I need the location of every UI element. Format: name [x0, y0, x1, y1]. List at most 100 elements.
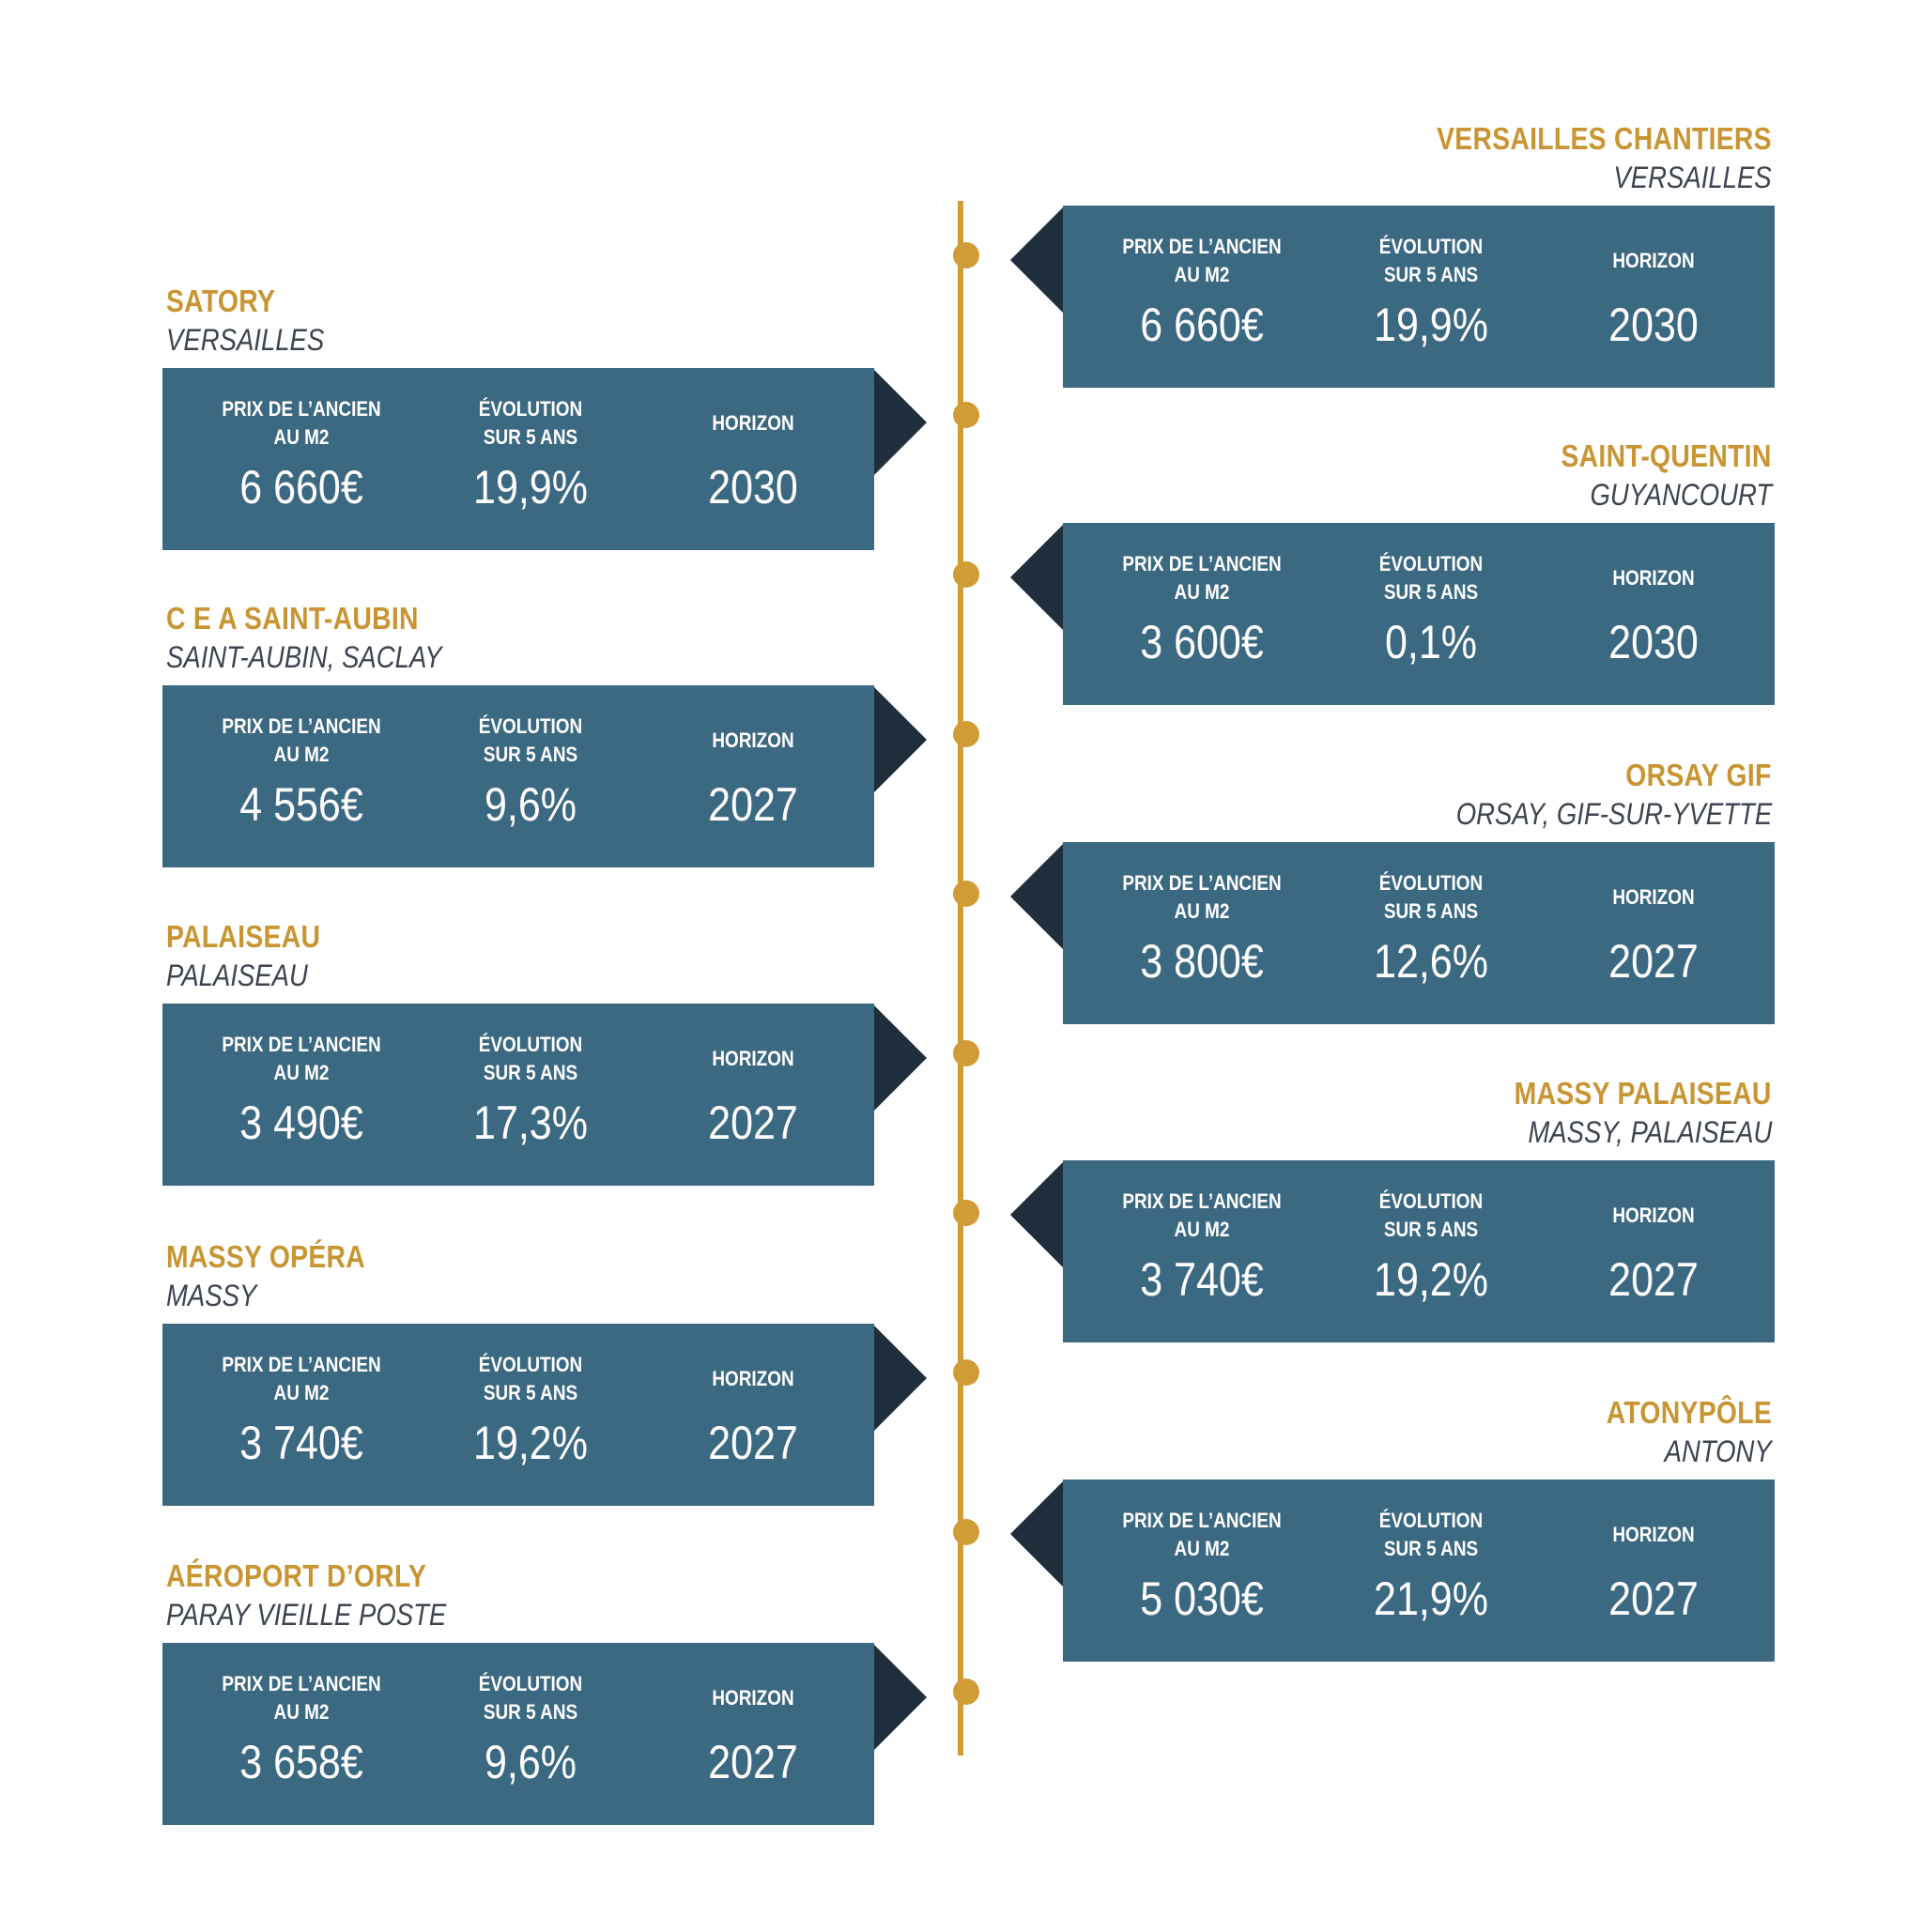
arrow-left-icon: [1010, 1162, 1063, 1267]
stat-label-horizon: HORIZON: [712, 411, 794, 435]
stat-value-evolution: 19,2%: [1374, 1253, 1488, 1306]
stat-column-price: PRIX DE L’ANCIEN AU M2 3 658€: [184, 1643, 419, 1825]
stat-value-price: 3 600€: [1140, 616, 1264, 668]
stat-label-evolution: ÉVOLUTION SUR 5 ANS: [1378, 871, 1484, 923]
station-city: VERSAILLES: [166, 323, 325, 357]
station-city: PARAY VIEILLE POSTE: [166, 1598, 447, 1632]
stat-column-horizon: HORIZON 2027: [636, 1643, 870, 1825]
station-name: PALAISEAU: [166, 919, 321, 954]
station-card: PRIX DE L’ANCIEN AU M2 3 800€ ÉVOLUTION SU…: [1063, 842, 1775, 1024]
station-name: ATONYPÔLE: [1606, 1395, 1772, 1430]
stat-value-price: 6 660€: [239, 461, 363, 514]
stat-column-price: PRIX DE L’ANCIEN AU M2 6 660€: [1085, 206, 1319, 388]
stat-column-price: PRIX DE L’ANCIEN AU M2 3 490€: [184, 1004, 419, 1186]
stat-value-evolution: 17,3%: [473, 1096, 588, 1149]
arrow-right-icon: [874, 1005, 927, 1111]
stat-value-horizon: 2027: [1608, 1572, 1699, 1625]
station-city: VERSAILLES: [1613, 161, 1772, 194]
stat-column-horizon: HORIZON 2027: [1536, 1480, 1771, 1662]
stat-value-horizon: 2027: [1608, 935, 1699, 988]
stat-column-horizon: HORIZON 2027: [636, 685, 870, 867]
stat-label-price: PRIX DE L’ANCIEN AU M2: [1122, 235, 1282, 286]
stat-value-horizon: 2027: [708, 1096, 798, 1149]
arrow-right-icon: [874, 1645, 927, 1750]
stat-label-price: PRIX DE L’ANCIEN AU M2: [222, 1033, 381, 1084]
station-name: SATORY: [166, 284, 276, 318]
stat-value-price: 6 660€: [1140, 299, 1264, 351]
station-card: PRIX DE L’ANCIEN AU M2 3 740€ ÉVOLUTION SU…: [1063, 1160, 1775, 1342]
stat-label-evolution: ÉVOLUTION SUR 5 ANS: [478, 714, 583, 766]
stat-value-evolution: 12,6%: [1374, 935, 1488, 988]
stat-label-evolution: ÉVOLUTION SUR 5 ANS: [1378, 1189, 1484, 1241]
stat-value-evolution: 19,9%: [1374, 299, 1488, 351]
station-card: PRIX DE L’ANCIEN AU M2 6 660€ ÉVOLUTION SU…: [1063, 206, 1775, 388]
timeline-dot-icon: [953, 402, 979, 428]
stat-column-horizon: HORIZON 2027: [1536, 842, 1771, 1024]
timeline-dot-icon: [953, 1040, 979, 1066]
stat-label-evolution: ÉVOLUTION SUR 5 ANS: [1378, 1509, 1484, 1560]
stat-label-horizon: HORIZON: [712, 728, 794, 752]
arrow-left-icon: [1010, 525, 1063, 630]
timeline-dot-icon: [953, 721, 979, 747]
stat-value-evolution: 9,6%: [484, 778, 577, 831]
station-card: PRIX DE L’ANCIEN AU M2 3 600€ ÉVOLUTION SU…: [1063, 523, 1775, 705]
arrow-left-icon: [1010, 844, 1063, 949]
station-card: PRIX DE L’ANCIEN AU M2 3 740€ ÉVOLUTION SU…: [162, 1324, 874, 1506]
station-city: MASSY: [166, 1279, 257, 1312]
stat-column-price: PRIX DE L’ANCIEN AU M2 3 740€: [1085, 1160, 1319, 1342]
stat-value-horizon: 2030: [1608, 299, 1699, 351]
stat-column-price: PRIX DE L’ANCIEN AU M2 3 800€: [1085, 842, 1319, 1024]
stat-column-evolution: ÉVOLUTION SUR 5 ANS 19,2%: [413, 1324, 648, 1506]
stat-value-price: 3 800€: [1140, 935, 1264, 988]
stat-value-evolution: 19,2%: [473, 1417, 588, 1469]
stat-label-evolution: ÉVOLUTION SUR 5 ANS: [1378, 552, 1484, 604]
stat-label-price: PRIX DE L’ANCIEN AU M2: [222, 714, 381, 766]
stat-value-price: 3 490€: [239, 1096, 363, 1149]
stat-label-price: PRIX DE L’ANCIEN AU M2: [222, 1672, 381, 1724]
arrow-right-icon: [874, 370, 927, 475]
stat-column-evolution: ÉVOLUTION SUR 5 ANS 21,9%: [1314, 1480, 1548, 1662]
stat-label-price: PRIX DE L’ANCIEN AU M2: [1122, 1189, 1282, 1241]
stat-column-horizon: HORIZON 2027: [636, 1324, 870, 1506]
arrow-right-icon: [874, 687, 927, 792]
stat-column-price: PRIX DE L’ANCIEN AU M2 4 556€: [184, 685, 419, 867]
stat-label-horizon: HORIZON: [712, 1686, 794, 1710]
stat-column-horizon: HORIZON 2027: [1536, 1160, 1771, 1342]
stat-label-horizon: HORIZON: [712, 1367, 794, 1390]
stat-label-price: PRIX DE L’ANCIEN AU M2: [222, 1353, 381, 1404]
stat-column-horizon: HORIZON 2030: [1536, 206, 1771, 388]
station-name: SAINT-QUENTIN: [1561, 438, 1772, 473]
stat-label-horizon: HORIZON: [1612, 249, 1695, 272]
stat-value-price: 4 556€: [239, 778, 363, 831]
stat-value-horizon: 2027: [708, 1417, 798, 1469]
stat-column-horizon: HORIZON 2030: [636, 368, 870, 550]
stat-value-evolution: 21,9%: [1374, 1572, 1488, 1625]
station-city: SAINT-AUBIN, SACLAY: [166, 640, 442, 674]
stat-column-evolution: ÉVOLUTION SUR 5 ANS 9,6%: [413, 685, 648, 867]
stat-column-horizon: HORIZON 2027: [636, 1004, 870, 1186]
stat-label-price: PRIX DE L’ANCIEN AU M2: [1122, 552, 1282, 604]
stat-label-evolution: ÉVOLUTION SUR 5 ANS: [478, 1672, 583, 1724]
station-card: PRIX DE L’ANCIEN AU M2 3 658€ ÉVOLUTION SU…: [162, 1643, 874, 1825]
arrow-right-icon: [874, 1326, 927, 1431]
stat-value-price: 5 030€: [1140, 1572, 1264, 1625]
stat-column-evolution: ÉVOLUTION SUR 5 ANS 19,2%: [1314, 1160, 1548, 1342]
stat-label-price: PRIX DE L’ANCIEN AU M2: [1122, 871, 1282, 923]
stat-label-horizon: HORIZON: [712, 1047, 794, 1070]
stat-value-horizon: 2027: [708, 1736, 798, 1788]
station-name: C E A SAINT-AUBIN: [166, 601, 419, 636]
station-name: VERSAILLES CHANTIERS: [1437, 121, 1772, 156]
timeline-line: [958, 201, 963, 1756]
stat-column-evolution: ÉVOLUTION SUR 5 ANS 12,6%: [1314, 842, 1548, 1024]
stat-value-evolution: 9,6%: [484, 1736, 577, 1788]
station-card: PRIX DE L’ANCIEN AU M2 6 660€ ÉVOLUTION SU…: [162, 368, 874, 550]
stat-column-price: PRIX DE L’ANCIEN AU M2 6 660€: [184, 368, 419, 550]
stat-label-price: PRIX DE L’ANCIEN AU M2: [1122, 1509, 1282, 1560]
station-city: PALAISEAU: [166, 958, 308, 992]
station-city: MASSY, PALAISEAU: [1527, 1115, 1772, 1149]
stat-column-horizon: HORIZON 2030: [1536, 523, 1771, 705]
timeline-dot-icon: [953, 1200, 979, 1226]
stat-value-horizon: 2030: [1608, 616, 1699, 668]
station-card: PRIX DE L’ANCIEN AU M2 4 556€ ÉVOLUTION SU…: [162, 685, 874, 867]
stat-label-evolution: ÉVOLUTION SUR 5 ANS: [1378, 235, 1484, 286]
